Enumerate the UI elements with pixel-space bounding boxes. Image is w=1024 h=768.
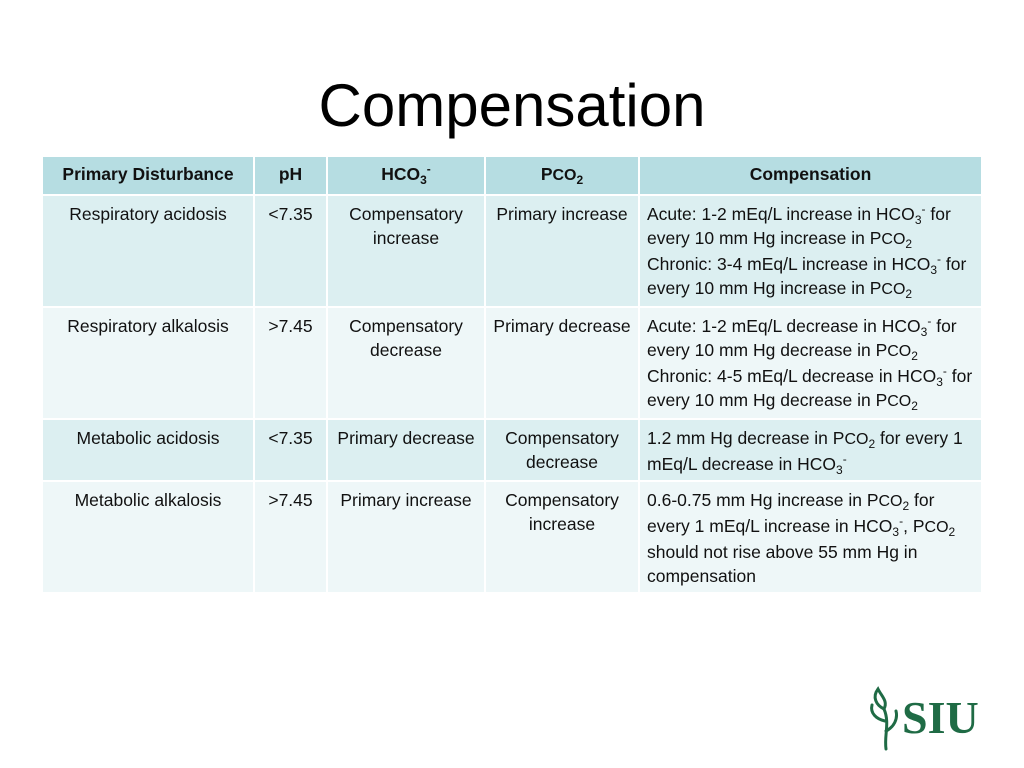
header-pco2: PCO2 xyxy=(485,157,640,196)
table-header-row: Primary Disturbance pH HCO3- PCO2 Compen… xyxy=(43,157,981,196)
siu-logo: SIU xyxy=(870,686,979,751)
table-row: Metabolic alkalosis >7.45 Primary increase… xyxy=(43,481,981,594)
cell-primary-disturbance: Metabolic alkalosis xyxy=(43,481,255,594)
cell-primary-disturbance: Metabolic acidosis xyxy=(43,419,255,482)
cell-hco3: Primary increase xyxy=(327,481,486,594)
cell-ph: <7.35 xyxy=(254,419,328,482)
cell-ph: >7.45 xyxy=(254,307,328,420)
cell-hco3: Primary decrease xyxy=(327,419,486,482)
cell-hco3: Compensatory increase xyxy=(327,195,486,308)
slide-title: Compensation xyxy=(318,72,706,139)
table-row: Metabolic acidosis <7.35 Primary decrease C… xyxy=(43,419,981,482)
cell-pco2: Primary decrease xyxy=(485,307,640,420)
cell-pco2: Compensatory increase xyxy=(485,481,640,594)
cell-pco2: Compensatory decrease xyxy=(485,419,640,482)
cell-primary-disturbance: Respiratory acidosis xyxy=(43,195,255,308)
header-compensation: Compensation xyxy=(639,157,981,196)
siu-wordmark: SIU xyxy=(902,692,979,743)
compensation-table: Primary Disturbance pH HCO3- PCO2 Compen… xyxy=(43,157,981,594)
cell-compensation: 1.2 mm Hg decrease in PCO2 for every 1 m… xyxy=(639,419,981,482)
header-ph: pH xyxy=(254,157,328,196)
cell-pco2: Primary increase xyxy=(485,195,640,308)
table-row: Respiratory acidosis <7.35 Compensatory in… xyxy=(43,195,981,308)
cell-compensation: Acute: 1-2 mEq/L decrease in HCO3- for e… xyxy=(639,307,981,420)
cell-compensation: Acute: 1-2 mEq/L increase in HCO3- for e… xyxy=(639,195,981,308)
cell-hco3: Compensatory decrease xyxy=(327,307,486,420)
cell-ph: <7.35 xyxy=(254,195,328,308)
cell-compensation: 0.6-0.75 mm Hg increase in PCO2 for ever… xyxy=(639,481,981,594)
header-primary-disturbance: Primary Disturbance xyxy=(43,157,255,196)
cell-ph: >7.45 xyxy=(254,481,328,594)
header-hco3: HCO3- xyxy=(327,157,486,196)
cell-primary-disturbance: Respiratory alkalosis xyxy=(43,307,255,420)
table-row: Respiratory alkalosis >7.45 Compensatory d… xyxy=(43,307,981,420)
wheat-icon xyxy=(870,686,898,751)
